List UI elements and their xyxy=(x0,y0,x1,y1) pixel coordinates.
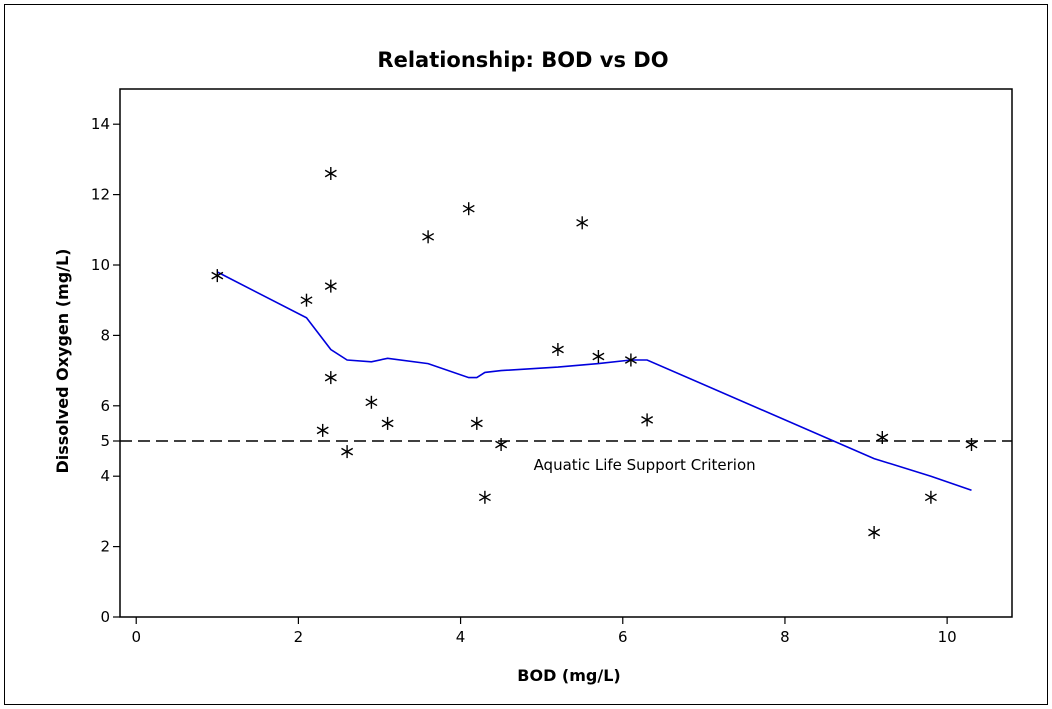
data-point-15 xyxy=(551,343,564,356)
x-tick-label-0: 0 xyxy=(131,628,141,646)
reference-line-label: Aquatic Life Support Criterion xyxy=(534,456,756,474)
y-tick-label-8: 8 xyxy=(100,326,110,344)
chart-svg: Relationship: BOD vs DO 0 2 4 6 8 10 0 2 4 5 6 8 10 1… xyxy=(53,48,1013,685)
data-point-1 xyxy=(211,269,224,283)
x-tick-label-4: 4 xyxy=(456,628,466,646)
data-point-7 xyxy=(341,445,354,459)
y-axis-label: Dissolved Oxygen (mg/L) xyxy=(53,249,72,474)
y-tick-label-4: 4 xyxy=(100,467,110,485)
data-point-11 xyxy=(462,202,475,216)
data-point-23 xyxy=(965,438,978,451)
data-point-14 xyxy=(495,438,508,451)
data-point-16 xyxy=(576,216,589,230)
chart-frame: Relationship: BOD vs DO 0 2 4 6 8 10 0 2 4 5 6 8 10 1… xyxy=(4,4,1048,705)
data-point-17 xyxy=(592,350,605,363)
x-tick-label-2: 2 xyxy=(294,628,304,646)
y-tick-label-2: 2 xyxy=(100,538,110,556)
plot-area: 0 2 4 6 8 10 0 2 4 5 6 8 10 12 14 Aquatic Life Support … xyxy=(91,88,1013,646)
data-point-20 xyxy=(868,526,881,539)
data-point-9 xyxy=(381,416,394,430)
data-point-19 xyxy=(641,413,654,427)
x-axis-label: BOD (mg/L) xyxy=(517,666,620,685)
y-tick-label-10: 10 xyxy=(91,256,110,274)
x-tick-label-6: 6 xyxy=(618,628,628,646)
y-tick-label-5: 5 xyxy=(100,432,110,450)
plot-border xyxy=(119,88,1013,618)
smoother-line xyxy=(216,271,972,492)
data-point-8 xyxy=(365,395,378,409)
y-tick-label-0: 0 xyxy=(100,608,110,626)
y-tick-label-14: 14 xyxy=(91,115,110,133)
x-tick-label-10: 10 xyxy=(938,628,957,646)
data-point-6 xyxy=(324,371,337,385)
data-point-18 xyxy=(624,353,637,367)
chart-title: Relationship: BOD vs DO xyxy=(377,48,668,72)
x-tick-label-8: 8 xyxy=(780,628,790,646)
data-point-3 xyxy=(316,423,329,437)
y-tick-label-6: 6 xyxy=(100,397,110,415)
y-tick-label-12: 12 xyxy=(91,186,110,204)
data-point-5 xyxy=(324,279,337,293)
data-point-21 xyxy=(876,431,889,444)
data-point-12 xyxy=(470,416,483,430)
data-point-10 xyxy=(422,230,435,244)
data-point-13 xyxy=(478,490,491,504)
data-point-4 xyxy=(324,167,337,180)
data-point-22 xyxy=(924,490,937,504)
data-point-2 xyxy=(300,293,313,307)
